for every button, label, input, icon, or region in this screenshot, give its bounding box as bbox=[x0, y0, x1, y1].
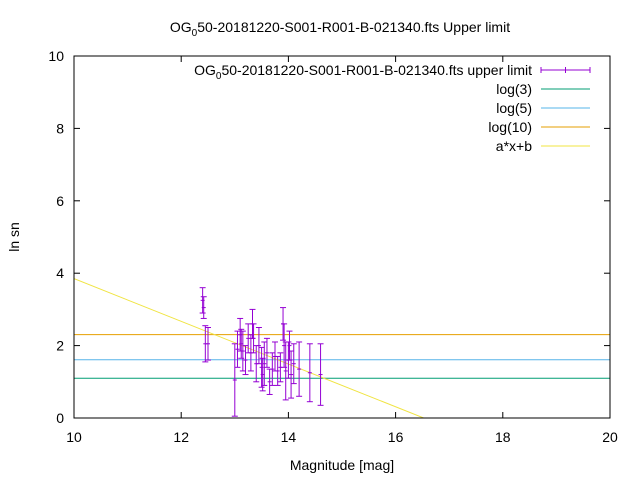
legend-label-fit: a*x+b bbox=[496, 138, 532, 154]
chart-title-sub: 0 bbox=[192, 28, 198, 39]
chart-title-main: OG bbox=[170, 19, 192, 35]
y-tick-label-3: 6 bbox=[56, 193, 64, 209]
error-bar-point-9 bbox=[242, 345, 249, 376]
error-bar-point-31 bbox=[290, 343, 297, 385]
error-bar-point-4 bbox=[231, 343, 238, 417]
legend-label-log5: log(5) bbox=[496, 100, 532, 116]
legend-swatches bbox=[540, 67, 591, 147]
error-bar-point-2 bbox=[202, 325, 209, 363]
y-tick-label-5: 10 bbox=[48, 48, 64, 64]
x-axis-label: Magnitude [mag] bbox=[290, 457, 394, 473]
error-bar-point-30 bbox=[288, 350, 295, 399]
error-bar-point-15 bbox=[255, 327, 262, 365]
error-bar-point-5 bbox=[234, 330, 241, 368]
x-tick-label-2: 14 bbox=[281, 429, 297, 445]
chart-title: OG050-20181220-S001-R001-B-021340.fts Up… bbox=[170, 19, 510, 39]
y-tick-label-0: 0 bbox=[56, 410, 64, 426]
x-tick-label-5: 20 bbox=[602, 429, 618, 445]
error-bar-point-34 bbox=[317, 343, 324, 406]
error-bar-point-3 bbox=[205, 327, 211, 361]
legend-label-upper-limit-main: OG bbox=[194, 62, 216, 78]
error-bar-point-13 bbox=[250, 323, 257, 354]
legend-label-upper-limit: OG050-20181220-S001-R001-B-021340.fts up… bbox=[194, 62, 532, 82]
plot-border bbox=[73, 55, 611, 419]
error-bar-point-33 bbox=[306, 343, 313, 403]
error-bar-point-1 bbox=[200, 296, 207, 319]
error-bar-point-18 bbox=[261, 341, 268, 386]
error-bar-point-0 bbox=[199, 287, 206, 314]
error-bar-point-32 bbox=[296, 341, 303, 397]
error-bar-point-8 bbox=[239, 330, 246, 372]
x-tick-label-0: 10 bbox=[66, 429, 82, 445]
series-line-fit bbox=[74, 278, 426, 418]
reference-lines bbox=[74, 278, 610, 418]
chart-title-rest: 50-20181220-S001-R001-B-021340.fts Upper… bbox=[197, 19, 510, 35]
x-tick-label-3: 16 bbox=[388, 429, 404, 445]
x-tick-label-1: 12 bbox=[173, 429, 189, 445]
y-axis-label: ln sn bbox=[6, 222, 22, 252]
error-bar-point-7 bbox=[238, 328, 245, 359]
legend-label-upper-limit-rest: 50-20181220-S001-R001-B-021340.fts upper… bbox=[221, 62, 532, 78]
legend-label-upper-limit-sub: 0 bbox=[216, 71, 222, 82]
error-bar-point-21 bbox=[269, 352, 276, 386]
y-tick-label-2: 4 bbox=[56, 265, 64, 281]
legend-label-log10: log(10) bbox=[488, 119, 532, 135]
error-bar-point-19 bbox=[263, 337, 270, 368]
legend-label-log3: log(3) bbox=[496, 81, 532, 97]
axis-ticks: 10 12 14 16 18 20 0 2 4 6 8 10 bbox=[48, 48, 618, 445]
x-tick-label-4: 18 bbox=[495, 429, 511, 445]
error-bar-points bbox=[199, 287, 324, 417]
y-tick-label-4: 8 bbox=[56, 120, 64, 136]
error-bar-point-10 bbox=[245, 323, 252, 354]
y-tick-label-1: 2 bbox=[56, 338, 64, 354]
error-bar-point-23 bbox=[274, 355, 281, 386]
error-bar-point-16 bbox=[258, 346, 265, 388]
error-bar-point-20 bbox=[266, 368, 273, 395]
legend: OG050-20181220-S001-R001-B-021340.fts up… bbox=[194, 62, 591, 154]
error-bar-point-29 bbox=[286, 330, 293, 361]
